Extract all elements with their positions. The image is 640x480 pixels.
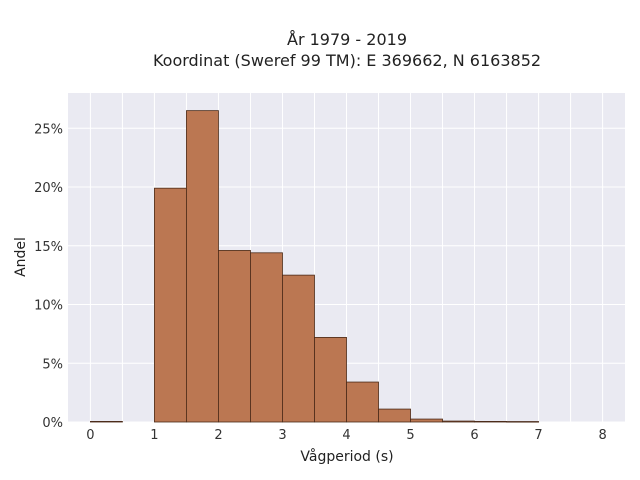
histogram-bar bbox=[186, 110, 219, 423]
x-tick-label: 5 bbox=[406, 428, 414, 443]
x-tick-label: 2 bbox=[214, 428, 222, 443]
x-axis-label: Vågperiod (s) bbox=[300, 448, 393, 465]
histogram-bar bbox=[410, 418, 443, 423]
chart-title-line2: Koordinat (Sweref 99 TM): E 369662, N 61… bbox=[153, 51, 541, 70]
chart-title-line1: År 1979 - 2019 bbox=[287, 30, 407, 49]
x-tick-label: 0 bbox=[86, 428, 94, 443]
x-tick-label: 1 bbox=[150, 428, 158, 443]
y-tick-label: 0% bbox=[42, 416, 63, 431]
histogram-bar bbox=[378, 408, 411, 423]
y-tick-label: 15% bbox=[34, 240, 63, 255]
histogram-bar bbox=[250, 252, 283, 423]
bars bbox=[90, 110, 539, 423]
y-tick-label: 20% bbox=[34, 181, 63, 196]
x-tick-label: 3 bbox=[278, 428, 286, 443]
tick-labels: 0 1 2 3 4 5 6 7 8 0% 5% 10% 15% 20% 25% bbox=[34, 122, 607, 443]
x-tick-label: 8 bbox=[598, 428, 606, 443]
histogram-bar bbox=[218, 250, 251, 423]
y-tick-label: 5% bbox=[42, 357, 63, 372]
histogram-bar bbox=[154, 187, 187, 423]
histogram-bar bbox=[314, 336, 347, 423]
x-tick-label: 6 bbox=[470, 428, 478, 443]
histogram-bar bbox=[442, 420, 475, 423]
x-tick-label: 7 bbox=[534, 428, 542, 443]
histogram-bar bbox=[90, 421, 123, 423]
histogram-bar bbox=[346, 381, 379, 423]
histogram-bar bbox=[506, 421, 539, 423]
y-axis-label: Andel bbox=[13, 237, 29, 277]
histogram-bar bbox=[282, 274, 315, 423]
x-tick-label: 4 bbox=[342, 428, 350, 443]
y-tick-label: 25% bbox=[34, 122, 63, 137]
grid-lines bbox=[68, 93, 625, 423]
histogram-bar bbox=[474, 421, 507, 423]
y-tick-label: 10% bbox=[34, 299, 63, 314]
